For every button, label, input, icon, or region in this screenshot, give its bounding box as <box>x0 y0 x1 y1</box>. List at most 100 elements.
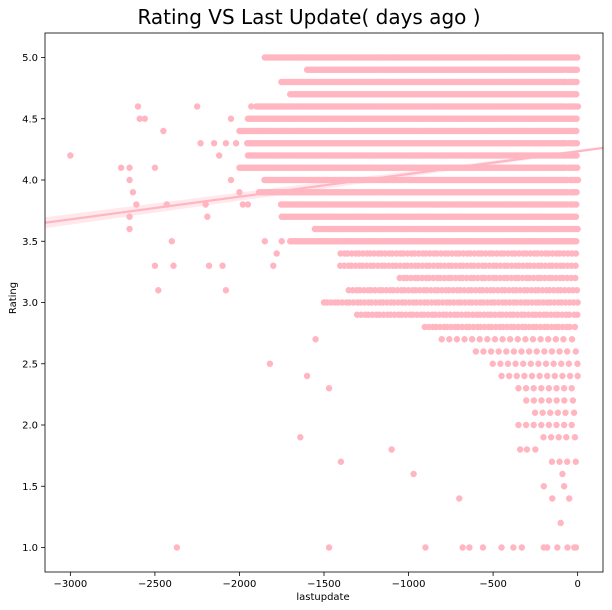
data-point <box>555 434 562 441</box>
data-point <box>573 78 580 86</box>
data-point <box>572 250 580 257</box>
data-point <box>560 336 567 343</box>
data-point <box>515 385 522 392</box>
y-tick-label: 2.0 <box>22 421 38 432</box>
data-point <box>126 225 133 233</box>
data-point <box>531 409 539 416</box>
x-tick-label: −3000 <box>53 579 87 590</box>
data-point <box>559 372 566 380</box>
data-point <box>461 336 468 343</box>
data-point <box>512 360 519 367</box>
data-point <box>480 348 487 355</box>
data-point <box>574 225 581 233</box>
data-point <box>552 336 560 343</box>
data-point <box>506 336 514 343</box>
data-point <box>572 262 579 269</box>
data-point <box>521 372 528 380</box>
x-axis: −3000 −2500 −2000 −1500 −1000 −500 0 <box>53 572 581 590</box>
data-point <box>151 262 159 269</box>
data-point <box>513 372 520 380</box>
data-point <box>545 385 553 392</box>
data-point <box>438 336 445 343</box>
data-point <box>565 311 573 318</box>
data-point <box>573 127 580 135</box>
data-point <box>325 385 333 392</box>
data-point <box>514 336 521 343</box>
data-point <box>168 238 176 245</box>
data-point <box>536 372 543 380</box>
data-point <box>565 360 573 367</box>
data-point <box>544 372 551 380</box>
data-point <box>574 176 582 184</box>
data-point <box>510 348 518 355</box>
data-point <box>134 103 142 110</box>
data-point <box>571 434 579 441</box>
data-point <box>453 336 461 343</box>
data-point <box>569 397 577 404</box>
data-point <box>565 495 573 502</box>
data-point <box>126 176 133 184</box>
data-point <box>410 470 417 478</box>
data-point <box>516 446 524 453</box>
data-point <box>239 201 247 208</box>
data-point <box>563 434 570 441</box>
data-point <box>312 336 319 343</box>
data-point <box>570 409 578 416</box>
data-point <box>563 458 571 465</box>
data-point <box>527 360 534 367</box>
data-point <box>560 385 568 392</box>
data-point <box>558 360 565 367</box>
data-point <box>562 409 569 416</box>
data-point <box>117 164 125 171</box>
data-point <box>197 140 204 147</box>
data-point <box>519 360 527 367</box>
data-point <box>484 336 491 343</box>
data-point <box>564 544 571 551</box>
data-point <box>573 91 580 98</box>
data-point <box>548 348 556 355</box>
data-point <box>574 311 581 318</box>
y-axis: 1.0 1.5 2.0 2.5 3.0 3.5 4.0 4.5 5.0 <box>22 53 45 554</box>
data-point <box>232 140 240 147</box>
data-point <box>574 103 582 110</box>
data-point <box>545 336 552 343</box>
data-point <box>571 323 579 331</box>
data-point <box>568 385 575 392</box>
data-point <box>297 434 304 441</box>
data-point <box>510 544 517 551</box>
x-axis-label: lastupdate <box>296 592 349 603</box>
data-point <box>539 409 546 416</box>
data-point <box>557 519 564 527</box>
y-tick-label: 3.5 <box>22 237 38 248</box>
data-point <box>551 372 559 380</box>
data-point <box>572 274 579 282</box>
x-tick-label: −500 <box>479 579 506 590</box>
data-point <box>568 421 575 429</box>
data-point <box>151 164 159 171</box>
y-tick-label: 4.5 <box>22 114 38 125</box>
data-point <box>572 544 580 551</box>
data-point <box>568 336 576 343</box>
data-point <box>529 336 537 343</box>
data-point <box>522 385 530 392</box>
y-tick-label: 5.0 <box>22 53 38 64</box>
data-point <box>550 360 557 367</box>
data-point <box>325 544 333 551</box>
data-point <box>572 458 579 465</box>
data-point <box>173 544 181 551</box>
data-point <box>574 299 581 306</box>
data-point <box>540 434 547 441</box>
data-point <box>459 544 466 551</box>
data-point <box>522 336 529 343</box>
data-point <box>248 103 255 110</box>
data-point <box>468 336 476 343</box>
data-point <box>504 360 512 367</box>
data-point <box>560 483 568 490</box>
x-tick-label: −1000 <box>392 579 426 590</box>
data-point <box>542 360 550 367</box>
data-point <box>545 421 553 429</box>
data-point <box>126 164 133 171</box>
data-point <box>554 409 562 416</box>
data-point <box>538 397 545 404</box>
